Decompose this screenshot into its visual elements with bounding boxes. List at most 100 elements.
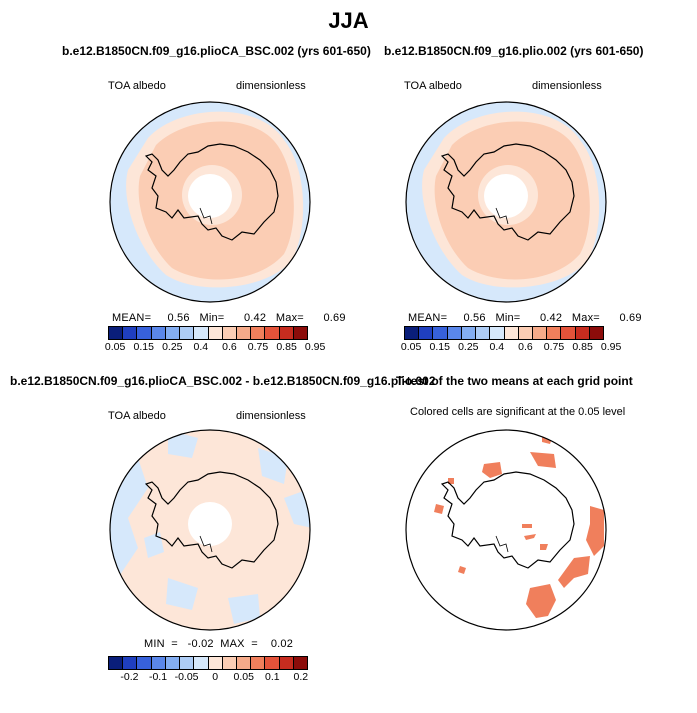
colorbar-tick-label: 0.05 bbox=[233, 671, 254, 683]
sig-cluster bbox=[434, 504, 444, 514]
colorbar-tick-label: 0.15 bbox=[429, 341, 450, 353]
colorbar-tick-label: 0.05 bbox=[400, 341, 422, 353]
colorbar-cell bbox=[165, 327, 181, 339]
colorbar-tick-label: 0.6 bbox=[518, 341, 533, 353]
panel3-polar-map bbox=[109, 429, 311, 631]
ice-shelf-line bbox=[495, 207, 509, 225]
panel1-title: b.e12.B1850CN.f09_g16.plioCA_BSC.002 (yr… bbox=[62, 44, 371, 58]
colorbar-cell bbox=[109, 327, 124, 339]
colorbar-cell bbox=[151, 327, 166, 339]
colorbar-cell bbox=[194, 327, 209, 339]
ice-shelf-line bbox=[199, 207, 213, 225]
colorbar-cell bbox=[476, 327, 491, 339]
colorbar-cell bbox=[137, 327, 152, 339]
colorbar-cell bbox=[165, 657, 181, 669]
colorbar-cell bbox=[279, 327, 294, 339]
colorbar-tick-label: -0.05 bbox=[174, 671, 199, 683]
colorbar-cell bbox=[251, 327, 266, 339]
neg-patch bbox=[168, 430, 198, 458]
panel2-units-label: dimensionless bbox=[532, 80, 602, 92]
colorbar-tick-labels: 0.05 0.15 0.25 0.4 0.6 0.75 0.85 0.95 bbox=[400, 340, 621, 354]
colorbar-cell bbox=[222, 327, 237, 339]
pole-hole bbox=[188, 174, 232, 218]
pole-hole bbox=[484, 174, 528, 218]
colorbar-cell bbox=[265, 327, 280, 339]
colorbar-cells bbox=[108, 656, 308, 670]
panel3-variable-label: TOA albedo bbox=[108, 410, 166, 422]
colorbar-cell bbox=[405, 327, 420, 339]
colorbar-cell bbox=[251, 657, 266, 669]
panel4-polar-map bbox=[405, 429, 607, 631]
colorbar-cell bbox=[504, 327, 519, 339]
colorbar-tick-label: 0.05 bbox=[104, 341, 126, 353]
colorbar-cell bbox=[518, 327, 533, 339]
colorbar-tick-label: 0.95 bbox=[304, 341, 326, 353]
colorbar-tick-label: -0.1 bbox=[148, 671, 168, 683]
panel2-polar-map bbox=[405, 101, 607, 303]
figure-title: JJA bbox=[328, 8, 369, 33]
panel3-stats: MIN = -0.02 MAX = 0.02 bbox=[144, 638, 294, 650]
sig-cluster bbox=[522, 524, 532, 528]
sig-cluster bbox=[458, 566, 466, 574]
colorbar-cell bbox=[279, 657, 294, 669]
panel3-title: b.e12.B1850CN.f09_g16.plioCA_BSC.002 - b… bbox=[10, 374, 436, 388]
colorbar-tick-label: 0.95 bbox=[600, 341, 622, 353]
colorbar-cell bbox=[561, 327, 576, 339]
colorbar-cell bbox=[109, 657, 124, 669]
antarctica-coastline bbox=[144, 471, 279, 569]
colorbar-tick-label: 0.85 bbox=[276, 341, 297, 353]
colorbar-cell bbox=[490, 327, 505, 339]
colorbar-cell bbox=[575, 327, 590, 339]
colorbar-tick-labels: 0.05 0.15 0.25 0.4 0.6 0.75 0.85 0.95 bbox=[104, 340, 325, 354]
panel2-colorbar: 0.05 0.15 0.25 0.4 0.6 0.75 0.85 0.95 bbox=[400, 326, 621, 356]
colorbar-cell bbox=[194, 657, 209, 669]
ice-shelf-line bbox=[495, 535, 509, 553]
panel4-title: T-test of the two means at each grid poi… bbox=[396, 374, 633, 388]
sig-cluster bbox=[482, 462, 502, 478]
antarctica-coastline bbox=[440, 471, 575, 569]
colorbar-tick-label: 0.4 bbox=[489, 341, 505, 353]
panel3-units-label: dimensionless bbox=[236, 410, 306, 422]
colorbar-tick-label: 0.85 bbox=[572, 341, 593, 353]
neg-patch bbox=[166, 578, 198, 610]
colorbar-tick-labels: -0.2 -0.1 -0.05 0 0.05 0.1 0.2 bbox=[108, 670, 308, 684]
colorbar-cell bbox=[433, 327, 448, 339]
sig-cluster bbox=[448, 478, 454, 484]
colorbar-cell bbox=[265, 657, 280, 669]
colorbar-cells bbox=[404, 326, 604, 340]
panel2-title: b.e12.B1850CN.f09_g16.plio.002 (yrs 601-… bbox=[384, 44, 644, 58]
map-border bbox=[405, 101, 607, 303]
sig-cluster bbox=[526, 584, 556, 618]
colorbar-cell bbox=[589, 327, 604, 339]
colorbar-cell bbox=[208, 657, 223, 669]
colorbar-tick-label: 0.2 bbox=[293, 671, 309, 683]
colorbar-cell bbox=[222, 657, 237, 669]
ice-shelf-line bbox=[199, 535, 213, 553]
colorbar-cell bbox=[532, 327, 548, 339]
colorbar-tick-label: 0.75 bbox=[247, 341, 269, 353]
colorbar-tick-label: 0 bbox=[212, 671, 219, 683]
pole-hole bbox=[188, 502, 232, 546]
map-border bbox=[109, 101, 311, 303]
colorbar-cell bbox=[123, 327, 138, 339]
colorbar-tick-label: 0.25 bbox=[162, 341, 183, 353]
panel3-colorbar: -0.2 -0.1 -0.05 0 0.05 0.1 0.2 bbox=[108, 656, 308, 686]
map-border bbox=[109, 429, 311, 631]
colorbar-cell bbox=[208, 327, 223, 339]
colorbar-cell bbox=[180, 327, 195, 339]
sig-cluster bbox=[558, 556, 590, 588]
colorbar-tick-label: 0.15 bbox=[133, 341, 154, 353]
sig-cluster bbox=[586, 506, 604, 556]
sig-cluster bbox=[530, 452, 556, 468]
colorbar-cell bbox=[293, 657, 308, 669]
panel1-stats: MEAN= 0.56 Min= 0.42 Max= 0.69 bbox=[112, 312, 346, 324]
sig-cluster bbox=[524, 534, 536, 540]
colorbar-tick-label: 0.1 bbox=[264, 671, 280, 683]
colorbar-tick-label: 0.6 bbox=[222, 341, 237, 353]
colorbar-tick-label: 0.4 bbox=[193, 341, 209, 353]
panel2-variable-label: TOA albedo bbox=[404, 80, 462, 92]
neg-patch bbox=[228, 594, 260, 624]
panel1-units-label: dimensionless bbox=[236, 80, 306, 92]
colorbar-cell bbox=[137, 657, 152, 669]
sig-cluster bbox=[540, 544, 548, 550]
